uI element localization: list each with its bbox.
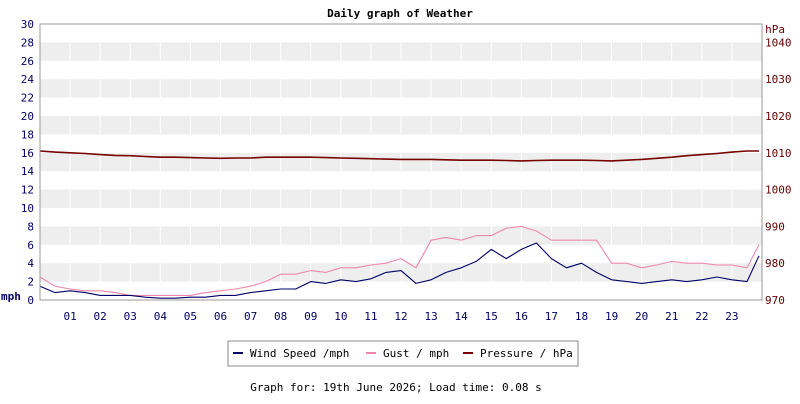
x-tick-label: 19 [605,310,618,323]
legend: Wind Speed /mph Gust / mph Pressure / hPa [227,340,579,367]
left-axis-unit: mph [1,290,21,303]
x-tick-label: 02 [94,310,107,323]
left-tick-label: 18 [21,128,34,141]
x-tick-label: 03 [124,310,137,323]
x-tick-label: 12 [394,310,407,323]
x-tick-label: 05 [184,310,197,323]
left-tick-label: 8 [27,220,34,233]
x-tick-label: 18 [575,310,588,323]
left-tick-label: 6 [27,239,34,252]
x-axis-ticks: 01 02 03 04 05 06 07 08 09 10 11 12 13 14 15 16 17 18 19 20… [63,310,738,323]
legend-box [227,340,579,367]
series-layer [39,150,760,299]
wind-speed-line [39,242,760,299]
x-tick-label: 23 [725,310,738,323]
x-tick-label: 07 [244,310,257,323]
x-tick-label: 11 [364,310,377,323]
left-tick-label: 16 [21,147,34,160]
right-tick-label: 1000 [765,184,792,197]
pressure-line [39,150,759,162]
plot-border [39,23,763,301]
gust-line [39,225,760,296]
right-axis-ticks: 970 980 990 1000 1010 1020 1030 1040 [765,36,792,307]
x-tick-label: 15 [485,310,498,323]
right-tick-label: 1010 [765,147,792,160]
x-tick-label: 21 [665,310,678,323]
left-tick-label: 12 [21,184,34,197]
left-tick-label: 26 [21,55,34,68]
chart-footer: Graph for: 19th June 2026; Load time: 0.… [250,381,541,394]
left-tick-label: 22 [21,92,34,105]
x-tick-label: 20 [635,310,648,323]
right-tick-label: 1030 [765,73,792,86]
left-tick-label: 24 [21,73,35,86]
left-tick-label: 0 [27,294,34,307]
right-tick-label: 1020 [765,110,792,123]
x-tick-label: 16 [515,310,528,323]
x-tick-label: 14 [455,310,469,323]
x-tick-label: 08 [274,310,287,323]
x-tick-label: 22 [695,310,708,323]
right-tick-label: 980 [765,257,785,270]
right-tick-label: 990 [765,220,785,233]
legend-label: Wind Speed /mph [250,347,349,360]
left-tick-label: 28 [21,36,34,49]
right-axis-unit: hPa [765,23,785,36]
legend-label: Gust / mph [383,347,449,360]
x-tick-label: 13 [424,310,437,323]
chart-title: Daily graph of Weather [327,7,473,20]
left-tick-label: 2 [27,276,34,289]
x-tick-label: 01 [63,310,76,323]
x-tick-label: 06 [214,310,227,323]
x-tick-label: 09 [304,310,317,323]
gridlines [69,24,733,300]
x-tick-label: 10 [334,310,347,323]
left-tick-label: 20 [21,110,34,123]
right-tick-label: 970 [765,294,785,307]
legend-label: Pressure / hPa [480,347,573,360]
x-tick-label: 04 [154,310,168,323]
left-tick-label: 14 [21,165,35,178]
left-tick-label: 4 [27,257,34,270]
left-tick-label: 10 [21,202,34,215]
x-tick-label: 17 [545,310,558,323]
left-tick-label: 30 [21,18,34,31]
right-tick-label: 1040 [765,36,792,49]
